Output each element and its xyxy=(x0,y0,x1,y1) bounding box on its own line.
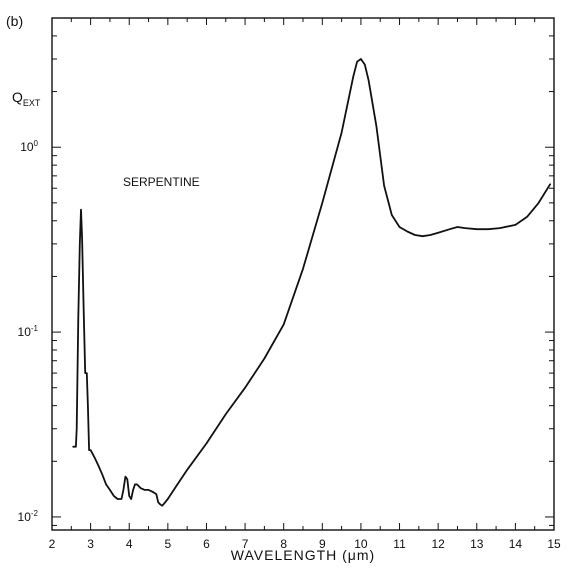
y-axis-label-subscript: EXT xyxy=(23,98,41,108)
x-tick-label-10: 10 xyxy=(354,537,368,551)
y-tick-label: 10-2 xyxy=(18,509,39,524)
x-tick-label-11: 11 xyxy=(393,537,406,551)
x-tick-label-4: 4 xyxy=(126,537,133,551)
series-annotation: SERPENTINE xyxy=(123,175,200,189)
y-axis-label: QEXT xyxy=(12,89,41,108)
y-tick-label-base: 10 xyxy=(18,510,32,524)
y-tick-label: 10-1 xyxy=(18,324,39,339)
y-tick-label-base: 10 xyxy=(18,325,32,339)
y-tick-label: 100 xyxy=(20,139,38,154)
series-line xyxy=(72,58,551,507)
x-tick-label-5: 5 xyxy=(165,537,172,551)
y-tick-label-base: 10 xyxy=(20,140,34,154)
x-axis-label: WAVELENGTH (μm) xyxy=(231,547,375,563)
x-tick-label-12: 12 xyxy=(431,537,445,551)
y-axis-label-base: Q xyxy=(12,89,23,105)
x-tick-label-7: 7 xyxy=(242,537,249,551)
plot-frame xyxy=(51,17,555,531)
x-tick-label-9: 9 xyxy=(319,537,326,551)
panel-label: (b) xyxy=(6,13,23,29)
x-tick-label-15: 15 xyxy=(547,537,561,551)
x-tick-label-6: 6 xyxy=(203,537,210,551)
x-tick-label-8: 8 xyxy=(280,537,287,551)
x-tick-label-14: 14 xyxy=(509,537,523,551)
x-ticks: 2 3 4 5 6 7 8 9 10 11 12 13 14 15 xyxy=(49,18,561,551)
y-tick-label-exponent: -1 xyxy=(31,324,39,333)
y-tick-label-exponent: -2 xyxy=(31,509,39,518)
y-tick-label-exponent: 0 xyxy=(34,139,39,148)
x-tick-label-3: 3 xyxy=(87,537,94,551)
x-tick-label-13: 13 xyxy=(470,537,484,551)
x-tick-label-2: 2 xyxy=(49,537,56,551)
